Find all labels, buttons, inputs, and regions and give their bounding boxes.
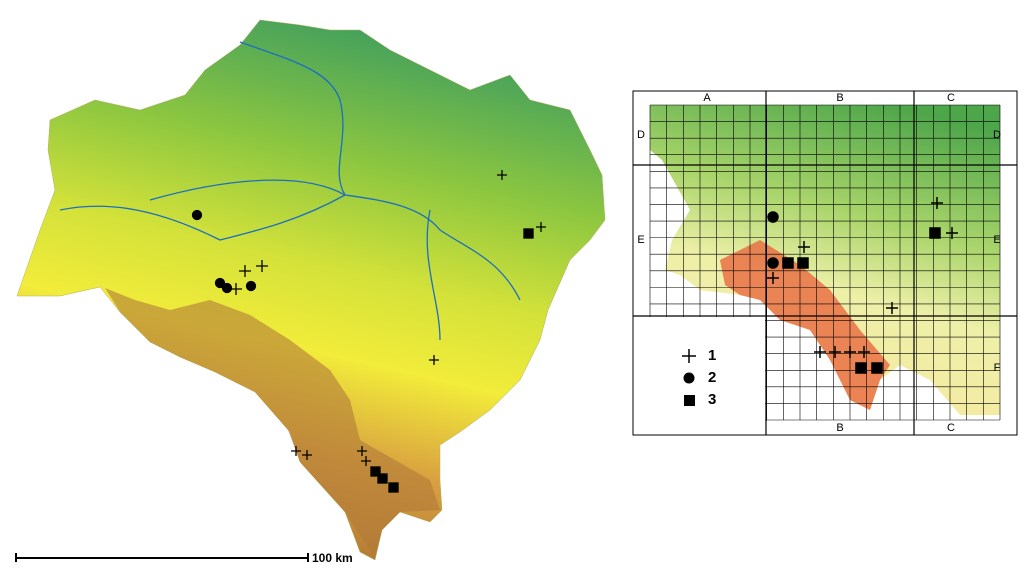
marker-square — [855, 362, 867, 374]
mountains — [105, 288, 440, 558]
region-shape — [650, 105, 1000, 415]
legend-label: 1 — [708, 347, 716, 364]
sheet-lines — [633, 91, 1017, 435]
sheet-label: E — [993, 234, 1000, 246]
sheet-label: F — [994, 362, 1001, 374]
marker-circle — [767, 211, 779, 223]
marker-square — [871, 362, 883, 374]
sheet-label: E — [637, 234, 644, 246]
sheet-label: D — [637, 129, 645, 141]
legend-circle — [683, 372, 695, 384]
marker-square — [782, 257, 794, 269]
marker-circle — [767, 257, 779, 269]
legend-square — [684, 395, 695, 406]
mountains — [720, 240, 890, 410]
scale-bar — [15, 553, 309, 562]
marker-plus — [767, 197, 958, 358]
region-shape — [16, 19, 606, 561]
sheet-label: C — [947, 92, 955, 104]
sheet-label: A — [703, 92, 711, 104]
grid-map: A B C B C D E D E F 1 2 3 — [632, 90, 1018, 436]
legend-label: 2 — [708, 369, 716, 386]
legend: 1 2 3 — [682, 347, 716, 408]
legend-label: 3 — [708, 391, 716, 408]
sheet-label: C — [947, 422, 955, 434]
sheet-label: B — [836, 422, 843, 434]
region-map: 100 km — [15, 19, 606, 565]
markers — [767, 197, 958, 374]
rivers — [59, 41, 521, 341]
sheet-label: B — [836, 92, 843, 104]
marker-square — [929, 227, 941, 239]
sheet-label: D — [993, 129, 1001, 141]
markers — [191, 170, 546, 493]
marker-square — [797, 257, 809, 269]
scale-label: 100 km — [312, 551, 353, 565]
legend-plus — [682, 349, 696, 363]
legend-box — [634, 317, 765, 434]
